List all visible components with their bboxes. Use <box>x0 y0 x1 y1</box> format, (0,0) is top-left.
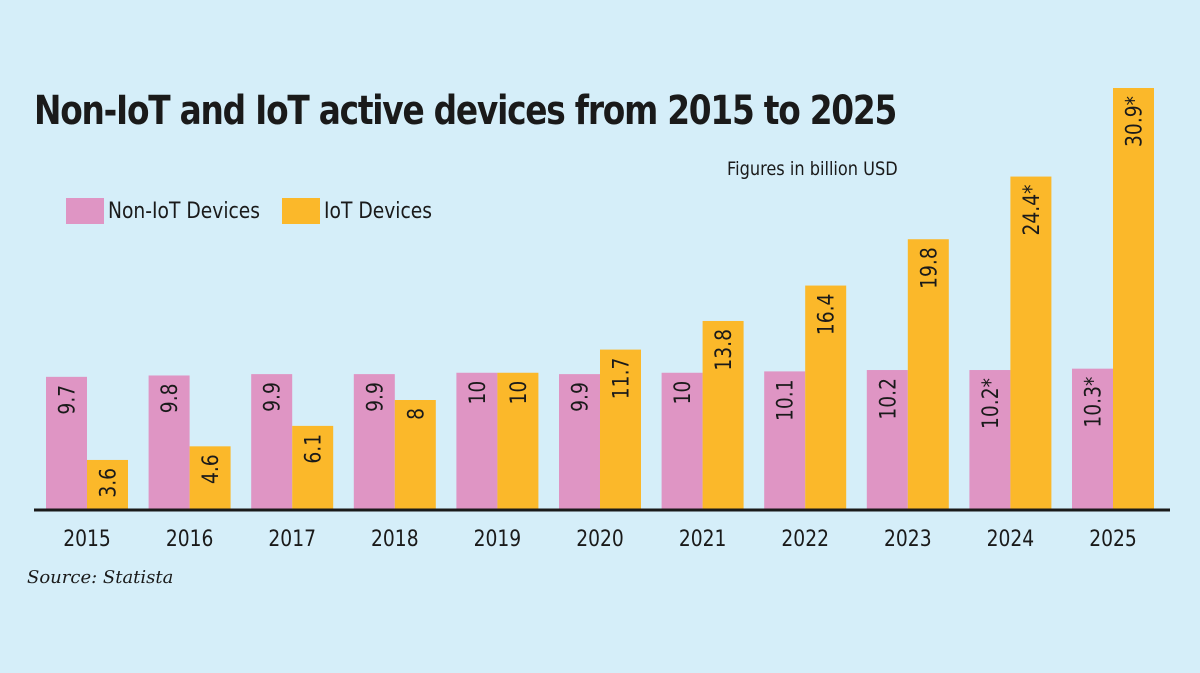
bar-iot-2019 <box>497 372 539 509</box>
bar-iot-2025 <box>1113 88 1154 509</box>
bar-non-iot-2022 <box>764 371 806 509</box>
legend-label-non-iot: Non-IoT Devices <box>108 198 261 224</box>
bar-non-iot-2017 <box>251 374 293 509</box>
x-tick-label-2015: 2015 <box>63 526 111 552</box>
bar-iot-2022 <box>805 285 847 509</box>
data-label-iot-2017: 6.1 <box>300 434 326 464</box>
x-tick-label-2025: 2025 <box>1089 526 1137 552</box>
data-label-iot-2023: 19.8 <box>916 247 942 289</box>
data-label-non-iot-2016: 9.8 <box>157 383 183 413</box>
bar-iot-2018 <box>394 400 436 509</box>
bar-iot-2020 <box>600 349 641 509</box>
data-label-non-iot-2024: 10.2* <box>977 378 1003 429</box>
data-label-non-iot-2022: 10.1 <box>772 379 798 421</box>
data-label-non-iot-2019: 10 <box>464 381 490 405</box>
x-tick-label-2020: 2020 <box>576 526 624 552</box>
legend-swatch-non-iot <box>66 198 104 224</box>
bar-iot-2023 <box>907 239 949 509</box>
x-tick-label-2018: 2018 <box>371 526 419 552</box>
bar-non-iot-2018 <box>353 374 395 509</box>
bar-non-iot-2019 <box>456 372 498 509</box>
data-label-iot-2019: 10 <box>505 381 531 405</box>
bar-non-iot-2021 <box>661 372 703 509</box>
bar-iot-2016 <box>189 446 231 509</box>
x-tick-label-2017: 2017 <box>268 526 316 552</box>
x-tick-label-2023: 2023 <box>884 526 932 552</box>
data-label-iot-2015: 3.6 <box>95 468 121 498</box>
bar-iot-2015 <box>87 459 128 509</box>
x-tick-label-2024: 2024 <box>987 526 1035 552</box>
data-label-non-iot-2017: 9.9 <box>259 382 285 412</box>
data-label-iot-2025: 30.9* <box>1121 96 1147 147</box>
x-tick-label-2016: 2016 <box>166 526 214 552</box>
data-label-non-iot-2023: 10.2 <box>875 378 901 420</box>
data-label-non-iot-2025: 10.3* <box>1080 377 1106 428</box>
data-label-iot-2022: 16.4 <box>813 294 839 336</box>
bar-iot-2024 <box>1010 176 1052 509</box>
data-label-non-iot-2015: 9.7 <box>54 385 80 415</box>
data-label-non-iot-2018: 9.9 <box>362 382 388 412</box>
bar-non-iot-2024 <box>969 370 1011 509</box>
bar-non-iot-2023 <box>866 370 908 509</box>
chart-subtitle: Figures in billion USD <box>727 158 898 180</box>
bar-non-iot-2020 <box>559 374 600 509</box>
bar-iot-2021 <box>702 320 744 509</box>
legend-item-iot: IoT Devices <box>282 198 451 224</box>
bar-non-iot-2025 <box>1072 368 1113 509</box>
data-label-iot-2018: 8 <box>403 408 429 420</box>
bar-non-iot-2015 <box>46 376 87 509</box>
legend-item-non-iot: Non-IoT Devices <box>66 198 287 224</box>
data-label-iot-2021: 13.8 <box>711 329 737 371</box>
data-label-non-iot-2021: 10 <box>670 381 696 405</box>
data-label-iot-2024: 24.4* <box>1018 185 1044 236</box>
data-label-non-iot-2020: 9.9 <box>567 382 593 412</box>
chart-title: Non-IoT and IoT active devices from 2015… <box>34 88 897 134</box>
source-note: Source: Statista <box>27 567 174 588</box>
data-label-iot-2020: 11.7 <box>608 358 634 400</box>
x-tick-label-2019: 2019 <box>474 526 522 552</box>
legend-swatch-iot <box>282 198 320 224</box>
bar-non-iot-2016 <box>148 375 190 509</box>
data-label-iot-2016: 4.6 <box>198 454 224 484</box>
x-tick-label-2022: 2022 <box>781 526 829 552</box>
legend-label-iot: IoT Devices <box>324 198 433 224</box>
x-tick-label-2021: 2021 <box>679 526 727 552</box>
bar-iot-2017 <box>292 425 334 509</box>
